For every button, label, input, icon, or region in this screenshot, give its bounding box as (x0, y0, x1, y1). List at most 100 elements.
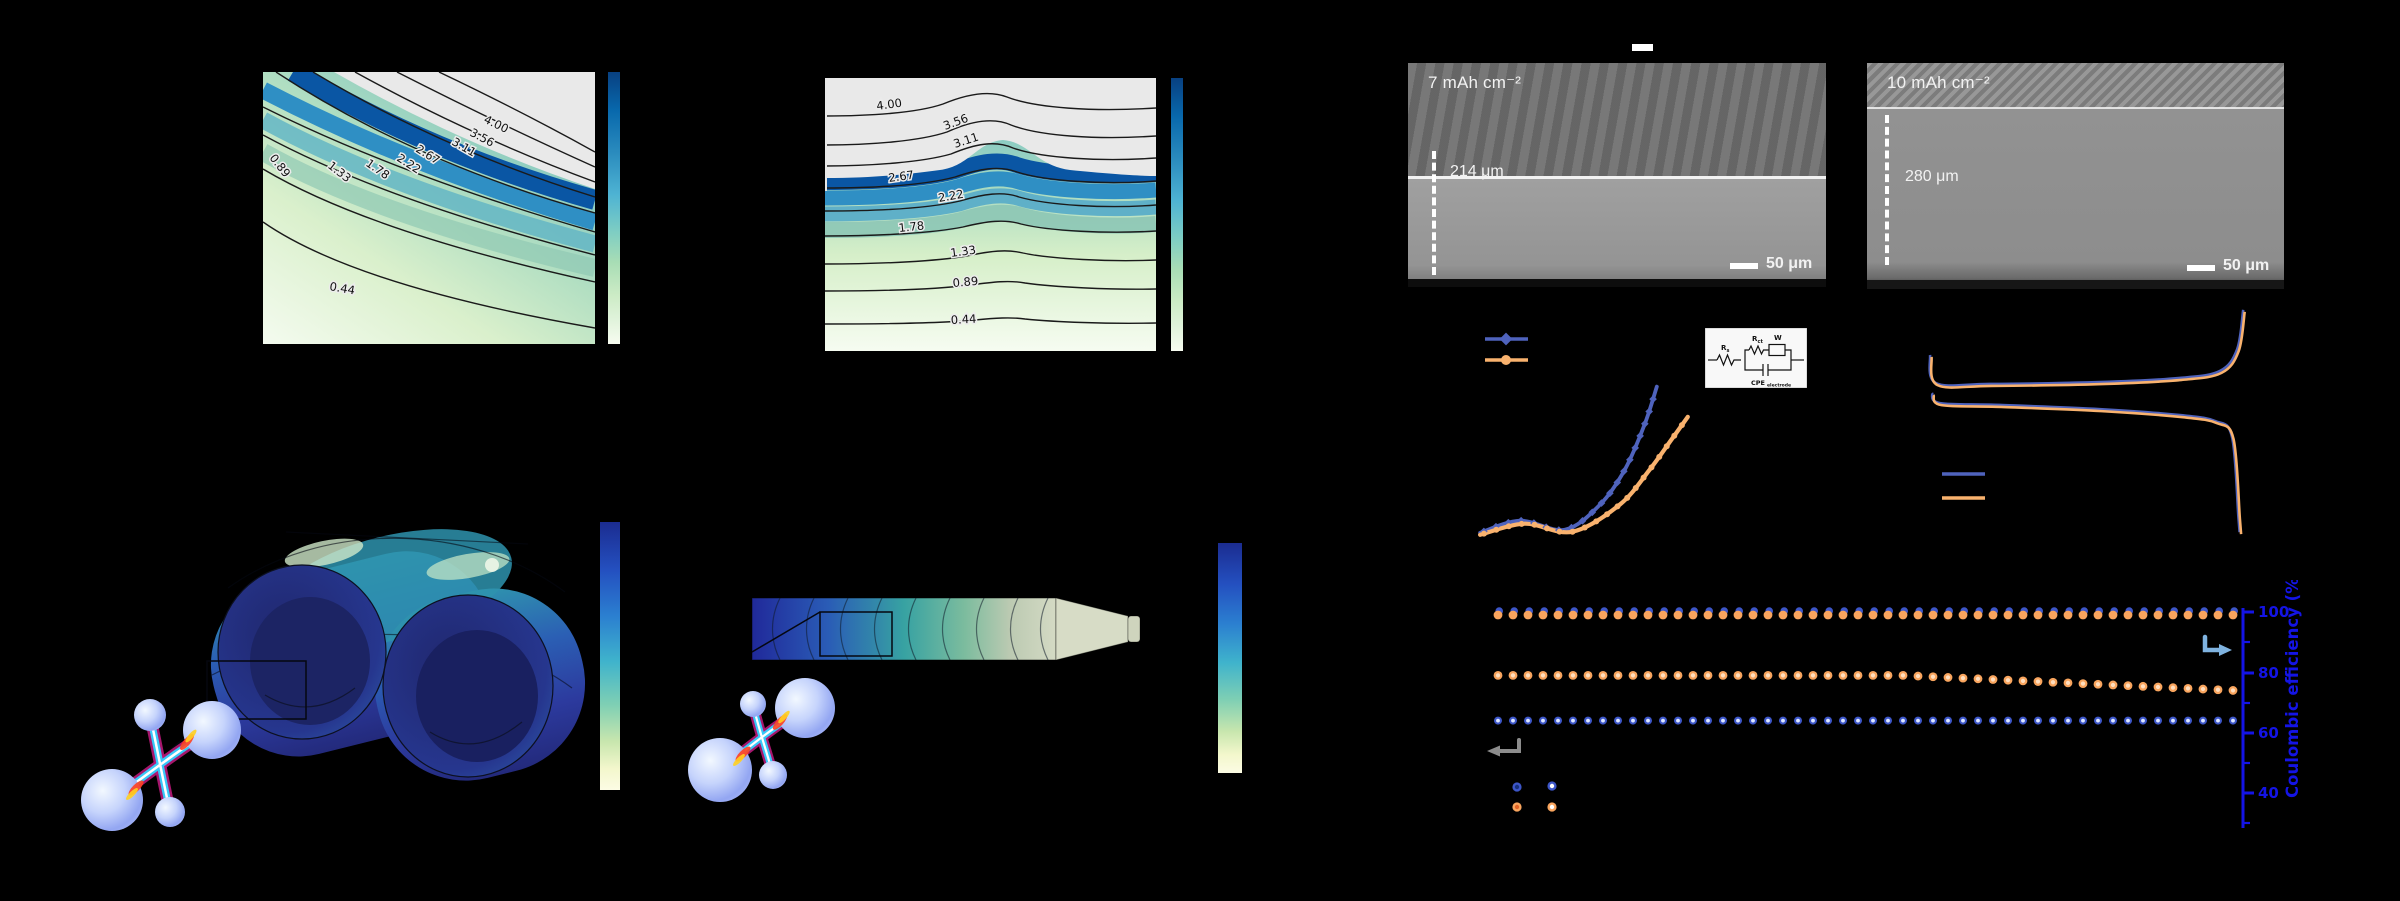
sem-interface-line (1867, 107, 2284, 109)
ce-dot-orange (1643, 610, 1653, 620)
contour-label: 1.78 (898, 218, 925, 235)
nyquist-marker-circle (1624, 494, 1631, 501)
droplet-sphere (134, 699, 166, 731)
sem-base-strip (1408, 279, 1826, 287)
ce-tick-60: 60 (2258, 724, 2279, 742)
cylinder-tip-end (1127, 615, 1141, 643)
sem-thickness-label: 280 μm (1905, 168, 1959, 185)
voltage-curve (1928, 309, 2245, 387)
nyquist-marker-circle (1531, 521, 1538, 528)
legend-circle-marker-orange (1501, 355, 1511, 365)
ce-dot-orange (1613, 610, 1623, 620)
ce-dot-orange (1538, 610, 1548, 620)
ce-dot-orange (2228, 610, 2238, 620)
nyquist-marker-circle (1505, 523, 1512, 530)
ce-dot-orange (1928, 610, 1938, 620)
ce-dot-orange (1958, 610, 1968, 620)
sem-thickness-label: 214 μm (1450, 163, 1504, 180)
ce-tick-100: 100 (2258, 603, 2289, 621)
render-panel-tapered-cylinder (688, 597, 1141, 802)
voltage-curves (1928, 309, 2246, 535)
ce-dot-orange (2033, 610, 2043, 620)
sem-base-strip (1867, 280, 2284, 289)
scalebar (2187, 265, 2215, 271)
ce-dot-orange (1883, 610, 1893, 620)
nyquist-marker-circle (1656, 453, 1663, 460)
ce-dot-orange (1568, 610, 1578, 620)
nyquist-marker-circle (1678, 422, 1685, 429)
label-warburg: W (1774, 334, 1782, 342)
nyquist-curves (1478, 384, 1690, 537)
ce-axis-title: Coulombic efficiency (%) (2283, 580, 2302, 798)
ce-dot-orange (2213, 610, 2223, 620)
nyquist-marker-diamond (1649, 395, 1657, 403)
label-rct-base: R (1752, 335, 1758, 343)
circuit-labels: R s R ct W CPE electrode (1721, 334, 1791, 388)
ce-dot-orange (1823, 610, 1833, 620)
contour-plot-rough: 0.44 0.89 1.33 1.78 2.22 2.67 3.11 3.56 … (825, 78, 1156, 351)
wireframe-zoom-box (206, 660, 307, 720)
ce-dot-orange (1853, 610, 1863, 620)
nyquist-marker-diamond (1636, 432, 1644, 440)
sem-image-7mah: 7 mAh cm⁻² 214 μm 50 μm (1408, 63, 1826, 287)
ce-dot-orange (1628, 610, 1638, 620)
ce-dot-orange (2063, 610, 2073, 620)
contour-plot-flat: 0.44 0.89 1.33 1.78 2.22 2.67 3.11 3.56 … (263, 72, 595, 344)
nyquist-marker-circle (1569, 528, 1576, 535)
droplet-sphere (183, 701, 241, 759)
nyquist-marker-circle (1581, 524, 1588, 531)
ce-axis-major-ticks (2243, 610, 2254, 795)
scalebar-label: 50 μm (2223, 257, 2270, 274)
droplet-cluster (81, 699, 241, 831)
wireframe-line (429, 721, 523, 745)
ce-dot-orange (1598, 610, 1608, 620)
ce-dot-orange (1838, 610, 1848, 620)
right-axis-arrow (2202, 634, 2232, 656)
voltage-curve (1932, 394, 2243, 535)
ce-dot-orange (1793, 610, 1803, 620)
ce-axis-tick-labels: 100 80 60 40 (2258, 603, 2289, 802)
ce-dot-orange (2183, 610, 2193, 620)
wireframe-line (751, 611, 821, 653)
label-rs-sub: s (1727, 348, 1730, 354)
colorbar-contour-rough (1171, 78, 1183, 351)
wireframe-line (285, 531, 529, 545)
ce-dot-orange (1508, 610, 1518, 620)
interface-fringe (778, 710, 790, 724)
nyquist-marker-circle (1640, 474, 1647, 481)
contour-label: 0.44 (328, 279, 356, 297)
interface-fringe (733, 754, 745, 766)
arrowhead-right (2219, 644, 2232, 656)
ce-dot-orange (1733, 610, 1743, 620)
ce-dot-orange (1523, 610, 1533, 620)
colorbar-render-tapered-cylinder (1218, 543, 1242, 773)
wireframe-zoom-box (819, 611, 893, 657)
nyquist-marker-circle (1614, 503, 1621, 510)
arrowhead-left (1487, 745, 1500, 757)
ce-dot-orange (1553, 610, 1563, 620)
ce-dot-orange (1673, 610, 1683, 620)
ce-dot-orange (2198, 610, 2208, 620)
contour-label: 1.33 (949, 243, 976, 260)
ce-dot-orange (2003, 610, 2013, 620)
cycling-plot: 100 80 60 40 Coulombic efficiency (%) (1487, 580, 2302, 828)
wireframe-line (264, 687, 356, 708)
equivalent-circuit-inset: R s R ct W CPE electrode (1705, 328, 1807, 388)
ce-dot-orange (1748, 610, 1758, 620)
ce-dot-orange (1703, 610, 1713, 620)
cylinder-bore-left (250, 597, 370, 725)
nyquist-legend (1485, 332, 1528, 365)
ce-dot-orange (2123, 610, 2133, 620)
voltage-legend (1942, 472, 1985, 500)
ce-dot-orange (2018, 610, 2028, 620)
ce-dot-orange (2138, 610, 2148, 620)
resistor-rct (1748, 344, 1769, 356)
sem-substrate-region (1408, 178, 1826, 287)
ce-dot-orange (2108, 610, 2118, 620)
interface-fringe (185, 729, 197, 743)
thickness-measure-line (1885, 115, 1889, 265)
circuit-inset-background (1705, 328, 1807, 388)
ce-dot-orange (1988, 610, 1998, 620)
nyquist-marker-circle (1648, 464, 1655, 471)
ce-dot-orange (1493, 610, 1503, 620)
